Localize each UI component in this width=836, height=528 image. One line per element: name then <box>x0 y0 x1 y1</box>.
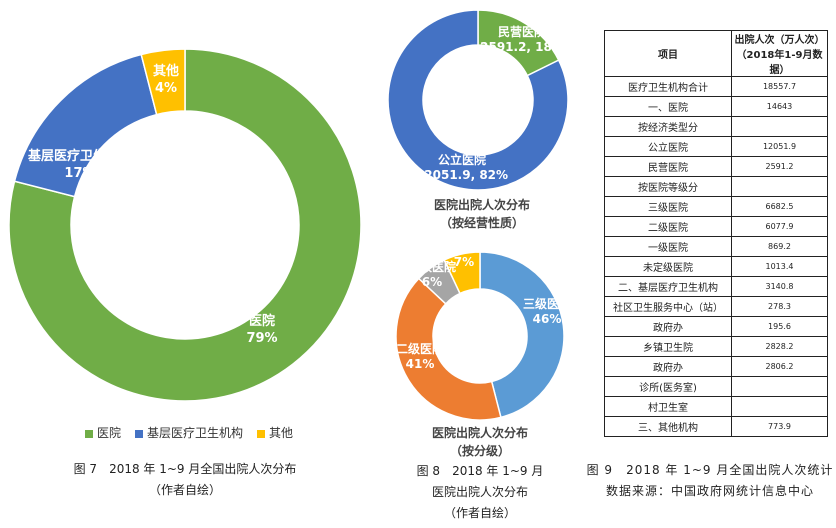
label-ungraded: 未定级 7% <box>445 240 483 269</box>
row-label: 三、其他机构 <box>604 416 732 437</box>
row-label: 按经济类型分 <box>604 116 732 137</box>
header-value: 出院人次（万人次） （2018年1-9月数据） <box>731 30 828 77</box>
table-row: 诊所(医务室) <box>604 376 828 397</box>
table-row: 公立医院 12051.9 <box>604 136 828 157</box>
table-row: 政府办 2806.2 <box>604 356 828 377</box>
row-value: 278.3 <box>731 296 828 317</box>
figure-7-note: （作者自绘） <box>148 483 222 497</box>
header-item: 项目 <box>604 30 732 77</box>
table-row: 二级医院 6077.9 <box>604 216 828 237</box>
row-label: 乡镇卫生院 <box>604 336 732 357</box>
label-private-hospital: 民营医院 2591.2, 18% <box>480 25 564 54</box>
label-grade-2: 二级医院 41% <box>395 342 445 371</box>
donut-by-ownership <box>387 9 569 191</box>
row-label: 社区卫生服务中心（站） <box>604 296 732 317</box>
figure-7-caption: 图 7 2018 年 1~9 月全国出院人次分布 <box>73 462 297 476</box>
row-value: 869.2 <box>731 236 828 257</box>
row-value: 773.9 <box>731 416 828 437</box>
table-header-row: 项目 出院人次（万人次） （2018年1-9月数据） <box>604 30 828 77</box>
row-value: 14643 <box>731 96 828 117</box>
discharge-statistics-table: 项目 出院人次（万人次） （2018年1-9月数据） 医疗卫生机构合计 18557.… <box>604 30 828 437</box>
row-label: 二、基层医疗卫生机构 <box>604 276 732 297</box>
figure-8-caption: 图 8 2018 年 1~9 月 <box>416 464 544 478</box>
row-value <box>731 396 828 417</box>
row-label: 一、医院 <box>604 96 732 117</box>
figure-8-caption-line2: 医院出院人次分布 <box>431 485 529 499</box>
row-label: 医疗卫生机构合计 <box>604 76 732 97</box>
slice-三级医院 <box>479 251 565 419</box>
row-value: 2591.2 <box>731 156 828 177</box>
chart-2-subtitle: （按经营性质） <box>439 216 525 230</box>
table-row: 医疗卫生机构合计 18557.7 <box>604 76 828 97</box>
table-row: 政府办 195.6 <box>604 316 828 337</box>
row-label: 诊所(医务室) <box>604 376 732 397</box>
label-grade-3: 三级医院 46% <box>522 297 572 326</box>
donut-by-grade <box>395 251 565 421</box>
row-value: 2828.2 <box>731 336 828 357</box>
label-hospital: 医院 79% <box>246 314 278 346</box>
row-value <box>731 116 828 137</box>
slice-其他 <box>140 48 186 116</box>
row-label: 按医院等级分 <box>604 176 732 197</box>
table-row: 一、医院 14643 <box>604 96 828 117</box>
table-row: 乡镇卫生院 2828.2 <box>604 336 828 357</box>
row-label: 政府办 <box>604 316 732 337</box>
legend-item-primary-care: 基层医疗卫生机构 <box>135 424 243 441</box>
row-value <box>731 376 828 397</box>
figure-9-source: 数据来源：中国政府网统计信息中心 <box>605 484 815 498</box>
chart-3-title: 医院出院人次分布 <box>431 426 529 440</box>
legend-item-other: 其他 <box>257 424 293 441</box>
row-label: 公立医院 <box>604 136 732 157</box>
slice-医院 <box>8 48 362 402</box>
label-grade-1: 一级医院 6% <box>407 260 457 289</box>
row-label: 民营医院 <box>604 156 732 177</box>
table-row: 按医院等级分 <box>604 176 828 197</box>
row-label: 二级医院 <box>604 216 732 237</box>
label-public-hospital: 公立医院 12051.9, 82% <box>415 153 509 182</box>
legend-item-hospital: 医院 <box>85 424 121 441</box>
row-value: 6077.9 <box>731 216 828 237</box>
row-value: 3140.8 <box>731 276 828 297</box>
label-other: 其他 4% <box>152 64 180 96</box>
row-value: 1013.4 <box>731 256 828 277</box>
row-label: 村卫生室 <box>604 396 732 417</box>
legend: 医院 基层医疗卫生机构 其他 <box>85 424 293 441</box>
row-label: 未定级医院 <box>604 256 732 277</box>
row-value: 18557.7 <box>731 76 828 97</box>
table-row: 未定级医院 1013.4 <box>604 256 828 277</box>
row-label: 三级医院 <box>604 196 732 217</box>
chart-3-subtitle: （按分级） <box>449 444 511 458</box>
table-row: 村卫生室 <box>604 396 828 417</box>
table-row: 按经济类型分 <box>604 116 828 137</box>
donut-hospital-distribution <box>8 48 362 402</box>
table-row: 三、其他机构 773.9 <box>604 416 828 437</box>
table-row: 一级医院 869.2 <box>604 236 828 257</box>
table-row: 二、基层医疗卫生机构 3140.8 <box>604 276 828 297</box>
row-value: 12051.9 <box>731 136 828 157</box>
slice-二级医院 <box>395 277 502 421</box>
table-row: 民营医院 2591.2 <box>604 156 828 177</box>
row-label: 政府办 <box>604 356 732 377</box>
chart-2-title: 医院出院人次分布 <box>433 198 531 212</box>
row-label: 一级医院 <box>604 236 732 257</box>
table-row: 社区卫生服务中心（站） 278.3 <box>604 296 828 317</box>
row-value: 6682.5 <box>731 196 828 217</box>
row-value: 195.6 <box>731 316 828 337</box>
figure-8-note: （作者自绘） <box>443 506 517 520</box>
row-value: 2806.2 <box>731 356 828 377</box>
row-value <box>731 176 828 197</box>
slice-未定级 <box>443 251 481 295</box>
table-row: 三级医院 6682.5 <box>604 196 828 217</box>
figure-9-caption: 图 9 2018 年 1~9 月全国出院人次统计 <box>586 463 834 477</box>
slice-公立医院 <box>387 9 569 191</box>
label-primary-care: 基层医疗卫生机构 17% <box>27 149 133 181</box>
